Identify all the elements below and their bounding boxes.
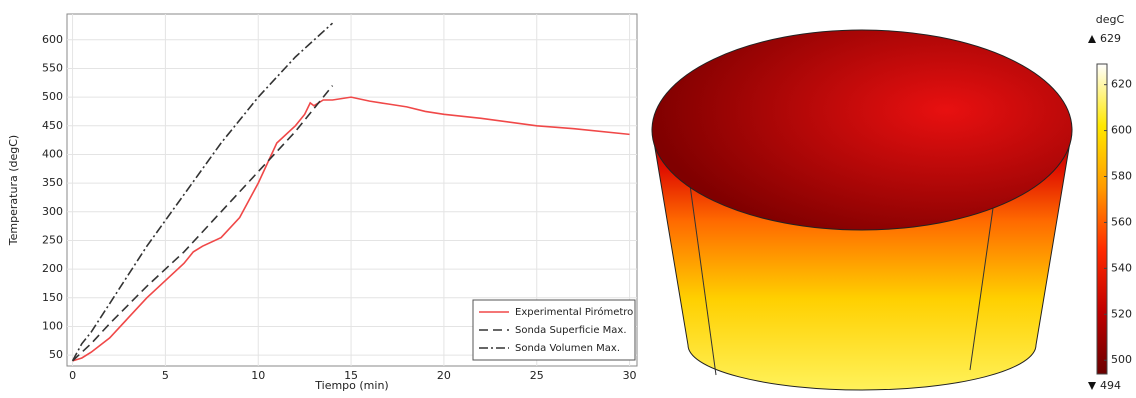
y-tick-label: 150: [42, 291, 63, 304]
min-label: 494: [1100, 379, 1121, 392]
y-tick-label: 500: [42, 90, 63, 103]
y-tick-label: 400: [42, 147, 63, 160]
y-tick-label: 50: [49, 348, 63, 361]
colorbar: 500 520 540 560 580 600 620 degC 629 494: [1088, 13, 1132, 392]
y-axis-label: Temperatura (degC): [7, 135, 20, 246]
unit-label: degC: [1096, 13, 1125, 26]
max-marker: [1088, 35, 1096, 43]
x-tick-label: 0: [69, 369, 76, 382]
tick-label: 620: [1111, 78, 1132, 91]
max-label: 629: [1100, 32, 1121, 45]
x-tick-label: 5: [162, 369, 169, 382]
legend-label: Sonda Superficie Max.: [515, 325, 627, 336]
x-tick-label: 10: [251, 369, 265, 382]
legend-label: Experimental Pirómetro: [515, 306, 633, 318]
x-tick-label: 25: [530, 369, 544, 382]
cylinder-render: [652, 30, 1072, 390]
y-tick-label: 350: [42, 176, 63, 189]
tick-label: 580: [1111, 170, 1132, 183]
y-tick-label: 100: [42, 319, 63, 332]
y-tick-label: 450: [42, 119, 63, 132]
y-tick-label: 250: [42, 233, 63, 246]
tick-label: 520: [1111, 307, 1132, 320]
tick-label: 500: [1111, 353, 1132, 366]
screen: 0510152025305010015020025030035040045050…: [0, 0, 1136, 394]
x-tick-label: 30: [623, 369, 637, 382]
legend-label: Sonda Volumen Max.: [515, 343, 620, 354]
y-tick-label: 300: [42, 205, 63, 218]
colorbar-fill: [1097, 64, 1107, 374]
legend: Experimental Pirómetro Sonda Superficie M…: [473, 300, 635, 360]
tick-label: 560: [1111, 215, 1132, 228]
x-tick-label: 20: [437, 369, 451, 382]
x-axis-label: Tiempo (min): [314, 379, 388, 392]
tick-label: 540: [1111, 261, 1132, 274]
y-tick-label: 600: [42, 33, 63, 46]
tick-label: 600: [1111, 124, 1132, 137]
min-marker: [1088, 382, 1096, 390]
y-tick-label: 200: [42, 262, 63, 275]
y-tick-label: 550: [42, 61, 63, 74]
